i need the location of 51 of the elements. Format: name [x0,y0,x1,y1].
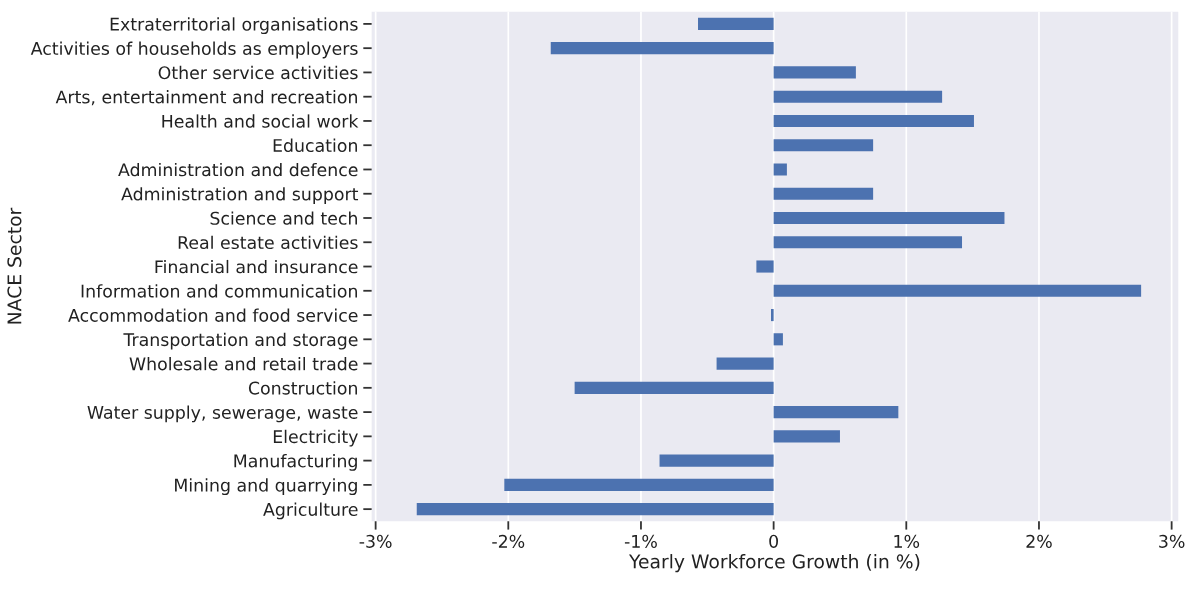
y-tick-label: Real estate activities [178,235,358,250]
x-tick-label: 0 [769,534,778,548]
x-tick-label: -2% [492,534,525,548]
y-tick-label: Information and communication [81,284,357,298]
y-tick-label: Other service activities [158,65,358,80]
bar [773,333,783,346]
y-tick-label: Health and social work [162,114,359,128]
x-tick-label: 3% [1159,534,1185,548]
bar [773,406,899,419]
bar [773,211,1005,225]
bar [716,357,774,370]
bar [504,478,774,491]
x-tick-label: -1% [624,534,657,548]
y-tick-label: Accommodation and food service [68,308,358,322]
bar [574,381,774,394]
bar [773,66,856,79]
bar [770,308,774,322]
x-axis-title: Yearly Workforce Growth (in %) [628,554,920,573]
bar [550,42,774,55]
y-tick-label: Financial and insurance [155,259,358,274]
y-tick-label: Manufacturing [234,454,357,471]
bar [773,163,787,176]
bar [773,187,874,200]
y-tick-label: Wholesale and retail trade [129,356,358,371]
y-axis-title: NACE Sector [7,207,22,324]
y-tick-label: Transportation and storage [123,332,358,350]
x-tick-label: 2% [1026,534,1052,548]
y-tick-label: Administration and support [121,187,359,204]
x-tick-label: 1% [894,534,920,548]
y-tick-label: Mining and quarrying [175,478,357,496]
bar [773,139,874,152]
bar [773,236,963,249]
y-tick-label: Electricity [273,429,358,447]
bar [773,430,840,443]
bar [773,114,974,128]
y-tick-label: Science and tech [210,211,357,225]
y-tick-label: Construction [248,381,357,395]
x-tick-label: -3% [359,534,392,548]
bar [416,503,774,516]
bar [756,260,774,273]
bar [773,284,1142,297]
y-tick-label: Water supply, sewerage, waste [87,405,358,423]
bar [773,90,943,103]
y-tick-label: Administration and defence [118,162,358,177]
bar [698,17,774,30]
y-tick-label: Activities of households as employers [30,41,358,59]
y-tick-label: Extraterritorial organisations [110,17,358,35]
bar [659,454,774,467]
y-tick-label: Arts, entertainment and recreation [55,90,357,106]
y-tick-label: Agriculture [263,502,358,520]
y-tick-label: Education [273,138,357,153]
